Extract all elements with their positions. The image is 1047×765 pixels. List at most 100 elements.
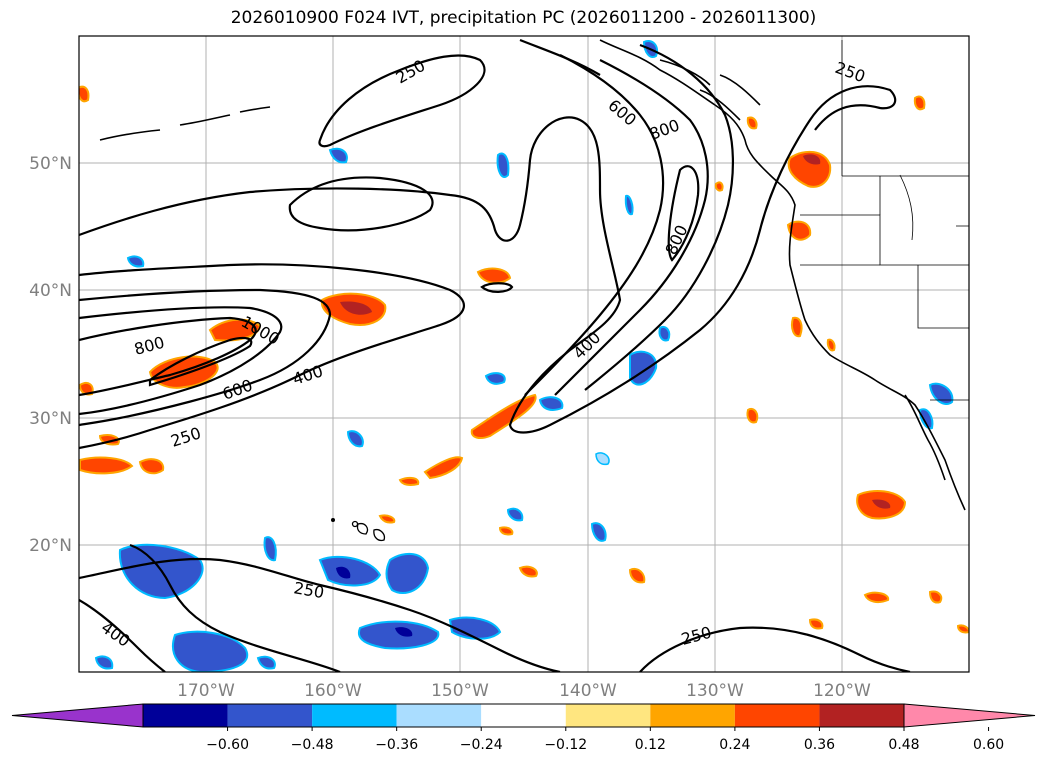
precip-area bbox=[590, 522, 607, 542]
colorbar-tick-label: 0.12 bbox=[635, 737, 666, 753]
colorbar-tick-label: −0.36 bbox=[375, 737, 418, 753]
ivt-contours bbox=[79, 38, 911, 672]
lon-tick-label: 150°W bbox=[431, 681, 489, 701]
colorbar-segment bbox=[143, 704, 228, 727]
map-frame bbox=[78, 35, 970, 673]
precip-area bbox=[346, 430, 364, 448]
precip-area bbox=[79, 456, 134, 475]
precip-area bbox=[357, 620, 440, 650]
colorbar-tick-label: 0.36 bbox=[804, 737, 835, 753]
precip-area bbox=[956, 624, 969, 634]
precip-area bbox=[340, 301, 372, 315]
ivt-contour bbox=[524, 54, 665, 396]
precip-area bbox=[913, 95, 926, 111]
ivt-contour bbox=[288, 176, 434, 232]
coastlines bbox=[99, 39, 966, 511]
ivt-contour bbox=[639, 626, 911, 672]
colorbar-tick-label: −0.24 bbox=[460, 737, 503, 753]
figure-title: 2026010900 F024 IVT, precipitation PC (2… bbox=[230, 8, 817, 28]
precip-area bbox=[518, 565, 538, 578]
precip-area bbox=[506, 507, 524, 522]
precip-area bbox=[496, 152, 510, 178]
gridlines bbox=[79, 36, 969, 672]
precip-area bbox=[138, 458, 165, 475]
colorbar-segment bbox=[481, 704, 566, 727]
colorbar-tick-label: 0.48 bbox=[888, 737, 919, 753]
colorbar: −0.60 −0.48 −0.36 −0.24 −0.12 0.12 0.24 0.36 0.4… bbox=[11, 703, 1036, 753]
precip-area bbox=[538, 396, 564, 411]
precip-area bbox=[808, 618, 824, 630]
colorbar-outline bbox=[142, 703, 905, 728]
precip-area bbox=[498, 526, 514, 536]
ivt-contour bbox=[79, 557, 561, 672]
precip-area bbox=[318, 555, 382, 587]
colorbar-segment bbox=[819, 704, 904, 727]
precip-area bbox=[172, 630, 249, 672]
islands bbox=[331, 518, 386, 542]
ivt-contour bbox=[584, 43, 734, 391]
precip-area bbox=[918, 408, 934, 430]
precip-area bbox=[928, 590, 943, 604]
precip-area bbox=[790, 316, 803, 338]
longitude-labels: 170°W 160°W 150°W 140°W 130°W 120°W bbox=[177, 681, 871, 701]
ivt-contour bbox=[554, 59, 709, 396]
precip-area bbox=[746, 116, 758, 130]
precip-area bbox=[336, 566, 351, 579]
colorbar-tick-label: 0.60 bbox=[973, 737, 1004, 753]
precip-area bbox=[628, 568, 646, 584]
lat-tick-label: 50°N bbox=[29, 154, 72, 174]
precip-area bbox=[385, 552, 430, 595]
colorbar-extend-min bbox=[11, 703, 144, 728]
colorbar-extend-max bbox=[903, 703, 1036, 728]
lat-tick-label: 20°N bbox=[29, 536, 72, 556]
ivt-contour bbox=[79, 85, 897, 434]
precip-area bbox=[803, 154, 821, 165]
precip-area bbox=[826, 338, 836, 352]
precip-area bbox=[423, 456, 464, 480]
precip-area bbox=[595, 452, 610, 466]
precip-area bbox=[398, 476, 420, 486]
lat-tick-label: 40°N bbox=[29, 281, 72, 301]
precip-area bbox=[863, 591, 890, 604]
precip-area bbox=[448, 616, 502, 640]
ivt-contour bbox=[79, 288, 332, 427]
lon-tick-label: 170°W bbox=[177, 681, 235, 701]
precip-area bbox=[126, 255, 145, 268]
precip-area bbox=[378, 514, 396, 524]
precip-area bbox=[658, 326, 671, 342]
precip-area bbox=[476, 267, 512, 284]
ivt-contour bbox=[79, 599, 166, 672]
colorbar-segment bbox=[227, 704, 313, 727]
precip-area bbox=[872, 499, 891, 509]
political-borders bbox=[800, 40, 969, 401]
ivt-contour bbox=[519, 38, 601, 76]
map-background bbox=[79, 36, 969, 672]
latitude-labels: 50°N 40°N 30°N 20°N bbox=[29, 154, 72, 556]
precip-area bbox=[928, 382, 954, 405]
precip-negative-areas bbox=[94, 40, 954, 672]
ivt-contour bbox=[318, 54, 486, 148]
ivt-contour bbox=[667, 165, 700, 262]
colorbar-tick-label: −0.48 bbox=[291, 737, 334, 753]
ivt-contour bbox=[79, 263, 466, 450]
precip-area bbox=[79, 382, 94, 396]
colorbar-segment bbox=[312, 704, 397, 727]
colorbar-segment bbox=[734, 704, 820, 727]
lon-tick-label: 130°W bbox=[686, 681, 744, 701]
colorbar-segment bbox=[650, 704, 735, 727]
precip-area bbox=[263, 536, 277, 562]
precip-area bbox=[328, 147, 348, 164]
ivt-contour bbox=[79, 306, 283, 416]
precip-area bbox=[714, 181, 724, 192]
lat-tick-label: 30°N bbox=[29, 409, 72, 429]
lon-tick-label: 160°W bbox=[304, 681, 362, 701]
colorbar-segment bbox=[565, 704, 651, 727]
ivt-contour bbox=[480, 282, 514, 293]
lon-tick-label: 140°W bbox=[559, 681, 617, 701]
colorbar-tick-label: −0.60 bbox=[206, 737, 249, 753]
colorbar-tick-label: −0.12 bbox=[544, 737, 587, 753]
precip-area bbox=[94, 655, 114, 670]
precip-area bbox=[395, 627, 413, 637]
colorbar-tick-label: 0.24 bbox=[719, 737, 750, 753]
